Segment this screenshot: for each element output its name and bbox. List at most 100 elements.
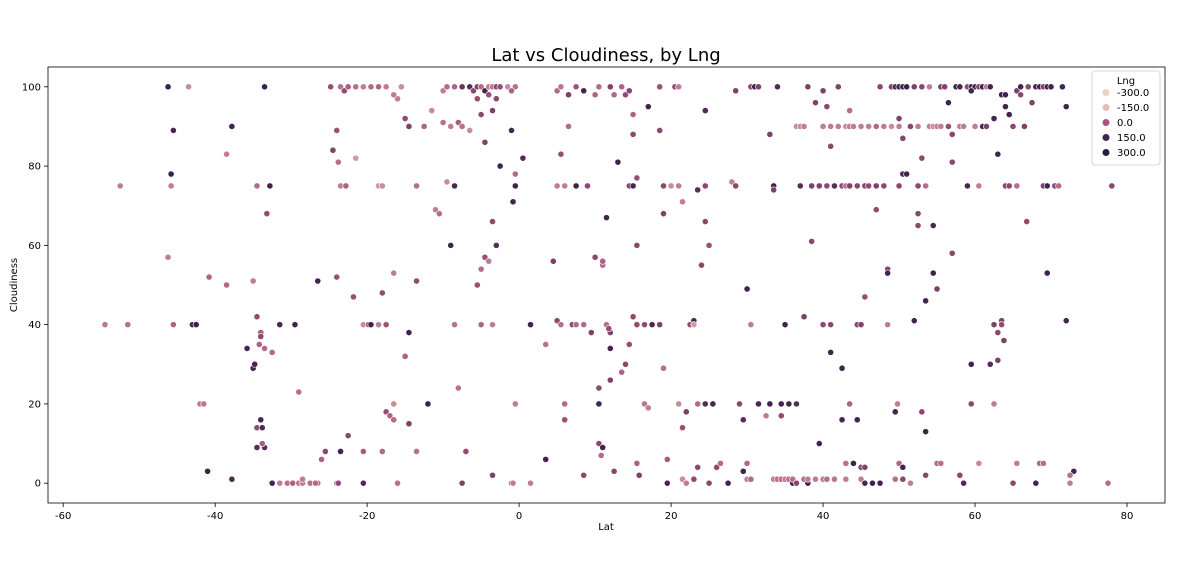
data-point xyxy=(895,115,903,122)
data-point xyxy=(834,123,842,130)
data-point xyxy=(800,313,808,321)
data-point xyxy=(447,123,455,130)
data-point xyxy=(1108,182,1116,190)
data-point xyxy=(876,83,884,91)
data-point xyxy=(755,83,762,91)
data-point xyxy=(454,384,462,392)
legend-marker xyxy=(1101,133,1111,142)
data-point xyxy=(584,182,591,190)
data-point xyxy=(956,471,964,479)
data-point xyxy=(914,123,922,130)
data-point xyxy=(842,475,850,483)
data-point xyxy=(1005,182,1013,190)
data-point xyxy=(945,123,952,130)
data-point xyxy=(815,182,823,190)
data-point xyxy=(557,83,565,91)
x-tick-label: 0 xyxy=(516,511,522,522)
data-point xyxy=(597,452,605,459)
data-point xyxy=(1055,182,1063,190)
data-point xyxy=(1000,337,1008,344)
data-point xyxy=(656,83,664,91)
data-point xyxy=(561,416,569,424)
data-point xyxy=(1009,123,1017,130)
data-point xyxy=(268,348,276,356)
data-point xyxy=(1013,459,1021,467)
y-tick-label: 100 xyxy=(22,82,41,93)
data-point xyxy=(967,400,975,408)
data-point xyxy=(891,408,899,416)
data-point xyxy=(971,123,979,130)
data-point xyxy=(629,111,637,118)
data-point xyxy=(591,253,599,261)
data-point xyxy=(880,182,888,190)
data-point xyxy=(903,83,911,91)
data-point xyxy=(747,321,755,329)
data-point xyxy=(804,83,812,91)
data-point xyxy=(253,182,261,190)
data-point xyxy=(378,182,386,190)
data-point xyxy=(228,475,236,483)
data-point xyxy=(1040,459,1047,467)
x-axis-ticks: -60 -40 -20 0 20 40 60 80 xyxy=(55,503,1133,522)
data-point xyxy=(192,321,200,329)
data-point xyxy=(933,285,941,293)
data-point xyxy=(367,321,375,329)
data-point xyxy=(405,123,413,130)
data-point xyxy=(462,448,470,455)
data-point xyxy=(910,317,918,325)
data-point xyxy=(447,241,455,249)
data-point xyxy=(390,269,398,277)
data-point xyxy=(625,341,633,348)
data-point xyxy=(327,83,335,91)
data-point xyxy=(1047,83,1055,91)
data-point xyxy=(743,285,751,293)
data-point xyxy=(367,83,375,91)
data-point xyxy=(857,123,865,130)
data-point xyxy=(781,321,789,329)
data-point xyxy=(656,321,664,329)
data-point xyxy=(644,404,652,412)
data-point xyxy=(485,91,493,99)
data-point xyxy=(865,182,873,190)
x-axis-label: Lat xyxy=(598,522,614,533)
data-point xyxy=(375,83,382,91)
legend-title: Lng xyxy=(1117,76,1135,87)
data-point xyxy=(766,130,774,138)
chart-title: Lat vs Cloudiness, by Lng xyxy=(491,45,720,66)
data-points xyxy=(101,83,1116,487)
data-point xyxy=(439,119,447,126)
data-point xyxy=(819,87,827,95)
data-point xyxy=(606,376,614,384)
data-point xyxy=(1017,91,1025,99)
data-point xyxy=(986,360,994,368)
data-point xyxy=(511,400,519,408)
data-point xyxy=(1028,99,1036,107)
data-point xyxy=(561,182,569,190)
data-point xyxy=(458,83,466,91)
data-point xyxy=(580,471,588,479)
data-point xyxy=(679,198,686,206)
data-point xyxy=(257,416,265,424)
data-point xyxy=(489,107,496,114)
data-point xyxy=(223,281,230,289)
data-point xyxy=(508,87,515,95)
data-point xyxy=(895,182,903,190)
data-point xyxy=(675,182,683,190)
data-point xyxy=(167,182,175,190)
data-point xyxy=(257,333,265,340)
data-point xyxy=(565,123,572,130)
data-point xyxy=(914,182,922,190)
data-point xyxy=(580,321,588,329)
data-point xyxy=(994,150,1002,158)
data-point xyxy=(648,321,656,329)
data-point xyxy=(344,432,352,440)
data-point xyxy=(876,479,884,487)
data-point xyxy=(1021,123,1028,130)
data-point xyxy=(390,91,398,99)
data-point xyxy=(644,103,652,111)
legend-marker xyxy=(1101,103,1111,112)
data-point xyxy=(861,463,869,471)
data-point xyxy=(321,448,329,455)
data-point xyxy=(451,83,458,91)
data-point xyxy=(774,83,781,91)
